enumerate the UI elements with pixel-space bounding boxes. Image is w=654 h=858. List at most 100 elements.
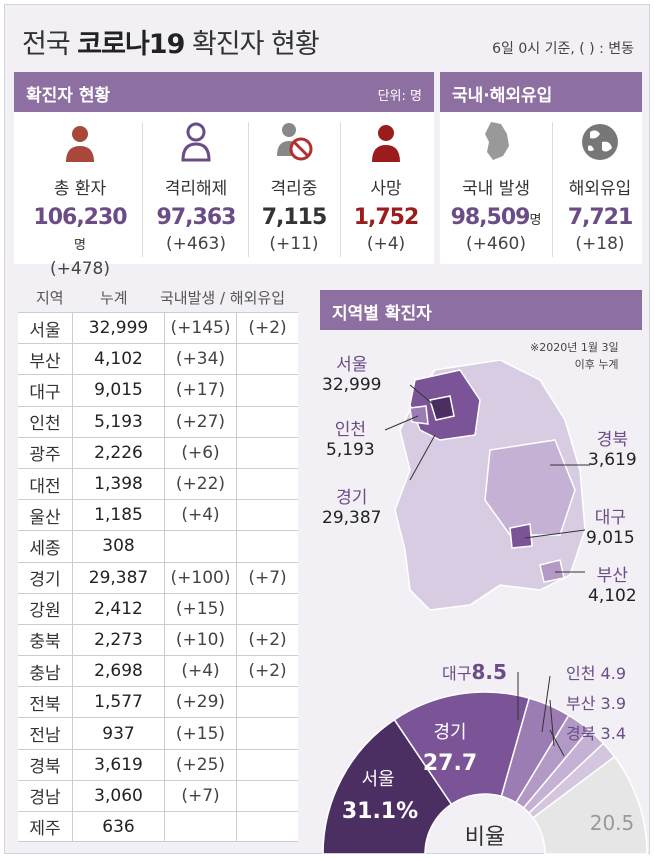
map-label-seoul: 서울 32,999 bbox=[322, 355, 382, 396]
domestic-cell bbox=[164, 812, 236, 842]
leader-line bbox=[541, 675, 551, 733]
incheon-region bbox=[409, 405, 429, 425]
table-row: 제주 636 bbox=[18, 811, 298, 843]
region-cell: 전북 bbox=[29, 694, 61, 715]
total-cell: 2,698 bbox=[72, 656, 164, 687]
gyeongbuk-region bbox=[484, 439, 576, 536]
region-cell: 서울 bbox=[29, 320, 61, 341]
leader-line bbox=[549, 699, 555, 747]
stat-change: (+4) bbox=[366, 234, 406, 254]
pie-label-seoul-value: 31.1% bbox=[342, 799, 418, 824]
pie-slice-경기 bbox=[393, 691, 531, 806]
stat-change: (+460) bbox=[466, 234, 526, 254]
overseas-cell bbox=[236, 812, 298, 842]
stat-value: 7,721 bbox=[567, 205, 634, 230]
overseas-cell: (+7) bbox=[236, 562, 298, 593]
stat-total: 총 환자 106,230명 (+478) bbox=[30, 118, 130, 279]
map-label-incheon: 인천 5,193 bbox=[326, 420, 375, 461]
region-cell: 경남 bbox=[29, 788, 61, 809]
seoul-region bbox=[429, 395, 455, 421]
pie-slice-서울 bbox=[322, 718, 453, 854]
total-cell: 2,226 bbox=[72, 437, 164, 468]
region-cell: 세종 bbox=[29, 538, 61, 559]
table-row: 강원 2,412 (+15) bbox=[18, 592, 298, 624]
domestic-cell: (+100) bbox=[164, 562, 236, 593]
region-cell: 충북 bbox=[29, 632, 61, 653]
overseas-cell bbox=[236, 718, 298, 749]
domestic-cell: (+25) bbox=[164, 749, 236, 780]
overseas-cell bbox=[236, 344, 298, 375]
overseas-cell bbox=[236, 531, 298, 562]
pie-label-gyeongbuk: 경북 3.4 bbox=[566, 724, 626, 743]
overseas-cell bbox=[236, 780, 298, 811]
domestic-cell: (+27) bbox=[164, 406, 236, 437]
daegu-region bbox=[509, 523, 533, 549]
domestic-cell: (+17) bbox=[164, 375, 236, 406]
stat-change: (+18) bbox=[575, 234, 625, 254]
stat-label: 사망 bbox=[370, 179, 402, 199]
divider bbox=[552, 122, 553, 257]
domestic-cell: (+34) bbox=[164, 344, 236, 375]
inflow-section-title: 국내·해외유입 bbox=[452, 86, 553, 106]
table-row: 세종 308 bbox=[18, 530, 298, 562]
stat-released: 격리해제 97,363 (+463) bbox=[146, 118, 246, 254]
map-label-daegu: 대구 9,015 bbox=[586, 508, 635, 549]
domestic-cell: (+15) bbox=[164, 718, 236, 749]
page-title: 전국 코로나19 확진자 현황 bbox=[22, 29, 320, 60]
table-row: 경북 3,619 (+25) bbox=[18, 748, 298, 780]
overseas-cell bbox=[236, 500, 298, 531]
domestic-cell: (+6) bbox=[164, 437, 236, 468]
domestic-cell: (+7) bbox=[164, 780, 236, 811]
leader-line bbox=[549, 729, 565, 757]
table-row: 광주 2,226 (+6) bbox=[18, 436, 298, 468]
table-row: 부산 4,102 (+34) bbox=[18, 343, 298, 375]
pie-label-incheon: 인천 4.9 bbox=[566, 664, 626, 683]
map-note: ※2020년 1월 3일 이후 누계 bbox=[530, 341, 619, 371]
map-section-title: 지역별 확진자 bbox=[332, 304, 432, 324]
region-cell: 인천 bbox=[29, 414, 61, 435]
map-label-gyeonggi: 경기 29,387 bbox=[322, 488, 382, 529]
table-row: 대구 9,015 (+17) bbox=[18, 374, 298, 406]
table-row: 전남 937 (+15) bbox=[18, 717, 298, 749]
pie-label-seoul-name: 서울 bbox=[361, 769, 394, 790]
basis-note: 6일 0시 기준, ( ) : 변동 bbox=[492, 41, 634, 57]
table-row: 울산 1,185 (+4) bbox=[18, 499, 298, 531]
region-cell: 충남 bbox=[29, 663, 61, 684]
isolation-icon bbox=[244, 118, 344, 162]
overseas-cell bbox=[236, 406, 298, 437]
domestic-cell: (+4) bbox=[164, 656, 236, 687]
region-cell: 대전 bbox=[29, 476, 61, 497]
released-icon bbox=[146, 118, 246, 162]
total-cell: 1,185 bbox=[72, 500, 164, 531]
total-cell: 1,577 bbox=[72, 687, 164, 718]
korea-map-icon bbox=[446, 118, 546, 162]
total-cell: 308 bbox=[72, 531, 164, 562]
table-row: 서울 32,999 (+145) (+2) bbox=[18, 312, 298, 344]
table-row: 대전 1,398 (+22) bbox=[18, 467, 298, 500]
stat-isolation: 격리중 7,115 (+11) bbox=[244, 118, 344, 254]
divider bbox=[248, 122, 249, 257]
overseas-cell bbox=[236, 468, 298, 500]
stat-label: 총 환자 bbox=[53, 179, 107, 199]
region-cell: 부산 bbox=[29, 351, 61, 372]
domestic-cell: (+22) bbox=[164, 468, 236, 500]
domestic-cell: (+15) bbox=[164, 593, 236, 624]
table-row: 경남 3,060 (+7) bbox=[18, 779, 298, 811]
total-cell: 2,412 bbox=[72, 593, 164, 624]
total-cell: 5,193 bbox=[72, 406, 164, 437]
stat-label: 국내 발생 bbox=[462, 179, 530, 199]
korea-map bbox=[384, 360, 590, 611]
total-cell: 4,102 bbox=[72, 344, 164, 375]
region-cell: 경기 bbox=[29, 570, 61, 591]
pie-label-busan: 부산 3.9 bbox=[566, 694, 626, 713]
region-cell: 경북 bbox=[29, 757, 61, 778]
pie-label-other-value: 20.5 bbox=[590, 811, 635, 835]
domestic-cell: (+10) bbox=[164, 624, 236, 656]
overseas-cell bbox=[236, 593, 298, 624]
total-cell: 9,015 bbox=[72, 375, 164, 406]
pie-label-daegu: 대구8.5 bbox=[442, 660, 507, 684]
region-cell: 울산 bbox=[29, 507, 61, 528]
region-cell: 제주 bbox=[29, 819, 61, 840]
table-row: 충북 2,273 (+10) (+2) bbox=[18, 623, 298, 656]
map-label-gyeongbuk: 경북 3,619 bbox=[588, 430, 637, 471]
